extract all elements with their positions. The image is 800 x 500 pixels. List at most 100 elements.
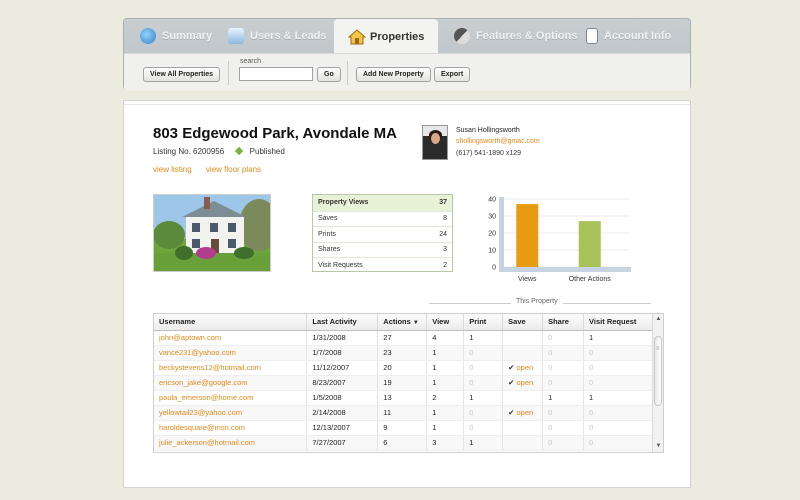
scroll-thumb[interactable] [654, 336, 662, 406]
search-input[interactable] [239, 67, 313, 81]
tab-account-info[interactable]: Account Info [586, 19, 671, 53]
column-header-actions[interactable]: Actions ▼ [377, 314, 428, 331]
table-cell[interactable]: beckystevens12@hotmail.com [154, 360, 308, 376]
table-cell [502, 345, 544, 361]
agent-email-link[interactable]: shollingsworth@gmac.com [456, 138, 540, 145]
table-cell[interactable]: ericson_jake@google.com [154, 375, 308, 391]
table-row[interactable]: haroldesquare@msn.com 12/13/2007 9 1 0 0 0 [154, 420, 653, 436]
table-row[interactable]: julie_ackerson@hotmail.com 7/27/2007 6 3 1 0 0 [154, 435, 653, 451]
table-cell: 1 [463, 435, 504, 451]
column-header-visit-request[interactable]: Visit Request [583, 314, 653, 331]
column-header-share[interactable]: Share [542, 314, 585, 331]
table-cell: 11 [377, 405, 428, 421]
property-title: 803 Edgewood Park, Avondale MA [153, 125, 397, 142]
table-cell[interactable]: john@aptown.com [154, 330, 308, 346]
scroll-down-icon[interactable]: ▼ [655, 443, 662, 449]
y-tick-label: 40 [488, 197, 496, 204]
view-floor-plans-link[interactable]: view floor plans [205, 165, 262, 174]
account-icon [586, 28, 598, 44]
checkmark-icon: ✔ [508, 378, 517, 387]
column-header-save[interactable]: Save [502, 314, 544, 331]
y-tick-label: 20 [488, 231, 496, 238]
table-cell: 0 [463, 420, 504, 436]
column-header-last-activity[interactable]: Last Activity [306, 314, 379, 331]
table-cell: 1 [542, 390, 585, 406]
table-cell: 1 [426, 405, 465, 421]
agent-name: Susan Hollingsworth [456, 127, 520, 134]
tab-summary[interactable]: Summary [140, 19, 212, 53]
go-button[interactable]: Go [317, 67, 341, 82]
column-header-username[interactable]: Username [154, 314, 308, 331]
table-row[interactable]: yellowtail23@yahoo.com 2/14/2008 11 1 0 ✔ ope… [154, 405, 653, 421]
table-cell: 9 [377, 420, 428, 436]
table-scrollbar[interactable]: ▲ ≡ ▼ [652, 314, 663, 452]
column-header-print[interactable]: Print [463, 314, 504, 331]
tab-properties-label: Properties [370, 30, 425, 43]
table-cell: 8/23/2007 [306, 375, 379, 391]
listing-number: 6200956 [193, 147, 225, 156]
table-cell: 0 [583, 360, 653, 376]
search-label: search [240, 58, 262, 65]
export-button[interactable]: Export [434, 67, 471, 82]
x-axis-band [499, 267, 631, 272]
bar-views [516, 204, 539, 267]
save-open-link[interactable]: open [516, 378, 534, 387]
table-row[interactable]: ericson_jake@google.com 8/23/2007 19 1 0 ✔ op… [154, 375, 653, 391]
published-status-icon [235, 146, 244, 156]
table-cell: 0 [542, 435, 585, 451]
stat-row: Property Views 37 [313, 195, 452, 211]
table-cell[interactable]: paula_emerson@home.com [154, 390, 308, 406]
table-cell: 1/7/2008 [306, 345, 379, 361]
table-cell[interactable]: julie_ackerson@hotmail.com [154, 435, 308, 451]
tab-properties[interactable]: Properties [334, 19, 439, 54]
table-cell: 2/14/2008 [306, 405, 379, 421]
view-listing-link[interactable]: view listing [153, 165, 192, 174]
tab-users-leads[interactable]: Users & Leads [228, 19, 326, 53]
stat-row: Shares 3 [313, 241, 452, 258]
listing-links: view listing view floor plans [153, 165, 273, 174]
table-cell[interactable]: vance231@yahoo.com [154, 345, 308, 361]
add-new-property-button[interactable]: Add New Property [356, 67, 431, 82]
table-cell: 23 [377, 345, 428, 361]
table-row[interactable]: paula_emerson@home.com 1/5/2008 13 2 1 1 1 [154, 390, 653, 406]
property-detail-panel: 803 Edgewood Park, Avondale MA Listing N… [123, 100, 691, 488]
listing-info: Listing No. 6200956 Published [153, 146, 285, 156]
group-label: This Property [511, 298, 563, 305]
table-row[interactable]: vance231@yahoo.com 1/7/2008 23 1 0 0 0 [154, 345, 653, 361]
table-cell [502, 390, 544, 406]
table-cell[interactable]: haroldesquare@msn.com [154, 420, 308, 436]
table-cell: 12/13/2007 [306, 420, 379, 436]
table-cell: 1 [426, 420, 465, 436]
table-cell: 0 [542, 345, 585, 361]
table-cell: 13 [377, 390, 428, 406]
table-row[interactable]: beckystevens12@hotmail.com 11/12/2007 20 1 0… [154, 360, 653, 376]
toolbar: View All Properties search Go Add New Pr… [124, 53, 690, 91]
x-category-label: Other Actions [569, 276, 612, 283]
x-category-label: Views [518, 276, 537, 283]
table-cell: 0 [463, 345, 504, 361]
view-all-properties-button[interactable]: View All Properties [143, 67, 221, 82]
tab-users-leads-label: Users & Leads [250, 30, 327, 42]
table-cell: 7/27/2007 [306, 435, 379, 451]
features-icon [454, 28, 470, 44]
table-cell: ✔ open [502, 405, 544, 421]
table-cell[interactable]: yellowtail23@yahoo.com [154, 405, 308, 421]
table-cell: 1 [426, 360, 465, 376]
save-open-link[interactable]: open [516, 408, 534, 417]
bar-other-actions [578, 221, 601, 267]
users-icon [228, 28, 244, 44]
save-open-link[interactable]: open [516, 363, 534, 372]
table-row[interactable]: john@aptown.com 1/31/2008 27 4 1 0 1 [154, 330, 653, 346]
tab-summary-label: Summary [162, 30, 213, 42]
column-header-view[interactable]: View [426, 314, 465, 331]
table-cell: 0 [463, 360, 504, 376]
table-cell: 0 [583, 375, 653, 391]
y-axis-band [499, 197, 504, 271]
stat-row: Prints 24 [313, 226, 452, 242]
checkmark-icon: ✔ [508, 363, 517, 372]
tab-features-options[interactable]: Features & Options [454, 19, 577, 53]
stat-row: Visit Requests 2 [313, 257, 452, 273]
stat-row: Saves 8 [313, 210, 452, 227]
tab-bar: Summary Users & Leads Properties Feature… [124, 19, 690, 54]
scroll-up-icon[interactable]: ▲ [655, 316, 662, 322]
